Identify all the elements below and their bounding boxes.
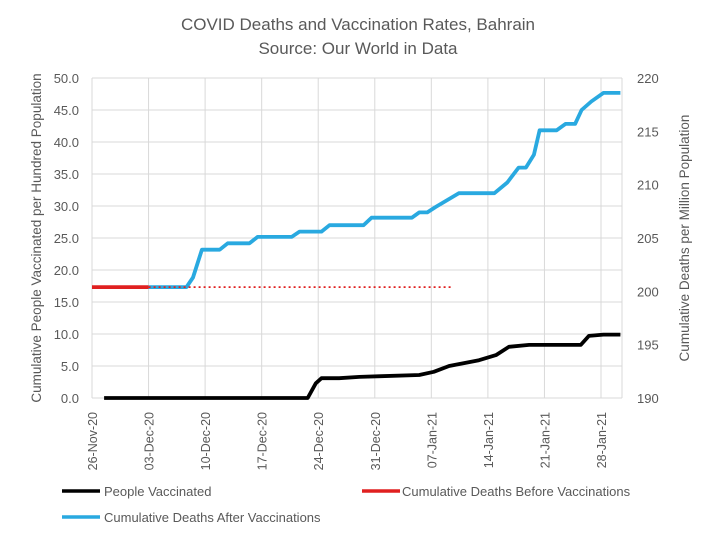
y-left-tick-label: 40.0 <box>54 135 79 150</box>
x-tick-label: 03-Dec-20 <box>143 412 157 470</box>
x-tick-label: 31-Dec-20 <box>369 412 383 470</box>
y-left-tick-label: 5.0 <box>61 359 79 374</box>
legend: People Vaccinated Cumulative Deaths Befo… <box>62 484 631 525</box>
y-left-axis-label: Cumulative People Vaccinated per Hundred… <box>29 73 44 402</box>
x-tick-label: 17-Dec-20 <box>256 412 270 470</box>
x-tick-label: 10-Dec-20 <box>199 412 213 470</box>
y-left-tick-label: 0.0 <box>61 391 79 406</box>
x-tick-label: 14-Jan-21 <box>482 412 496 468</box>
y-right-axis-label: Cumulative Deaths per Million Population <box>677 115 692 362</box>
y-left-tick-label: 45.0 <box>54 103 79 118</box>
tick-labels: 0.0 5.0 10.0 15.0 20.0 25.0 30.0 35.0 40.0 45.0 50… <box>54 71 659 470</box>
x-tick-label: 21-Jan-21 <box>538 412 552 468</box>
y-left-tick-label: 15.0 <box>54 295 79 310</box>
y-right-tick-label: 190 <box>637 391 659 406</box>
y-left-tick-label: 30.0 <box>54 199 79 214</box>
gridlines <box>91 77 623 399</box>
legend-label-deaths-before: Cumulative Deaths Before Vaccinations <box>402 484 631 499</box>
y-right-tick-label: 210 <box>637 178 659 193</box>
y-right-tick-label: 205 <box>637 231 659 246</box>
legend-label-deaths-after: Cumulative Deaths After Vaccinations <box>104 510 321 525</box>
y-right-tick-label: 220 <box>637 71 659 86</box>
x-tick-label: 28-Jan-21 <box>595 412 609 468</box>
y-left-tick-label: 25.0 <box>54 231 79 246</box>
chart-subtitle: Source: Our World in Data <box>258 39 458 58</box>
x-tick-label: 24-Dec-20 <box>312 412 326 470</box>
y-left-tick-label: 20.0 <box>54 263 79 278</box>
y-left-tick-label: 35.0 <box>54 167 79 182</box>
x-tick-label: 26-Nov-20 <box>86 412 100 470</box>
series-line-cumulative-deaths-after-vaccinations <box>148 91 621 290</box>
x-tick-label: 07-Jan-21 <box>425 412 439 468</box>
series-lines <box>92 91 621 400</box>
y-right-tick-label: 195 <box>637 338 659 353</box>
legend-label-people-vaccinated: People Vaccinated <box>104 484 211 499</box>
chart-title: COVID Deaths and Vaccination Rates, Bahr… <box>181 15 535 34</box>
y-right-tick-label: 215 <box>637 124 659 139</box>
y-left-tick-label: 50.0 <box>54 71 79 86</box>
series-line-people-vaccinated <box>104 332 621 400</box>
y-left-tick-label: 10.0 <box>54 327 79 342</box>
y-right-tick-label: 200 <box>637 284 659 299</box>
